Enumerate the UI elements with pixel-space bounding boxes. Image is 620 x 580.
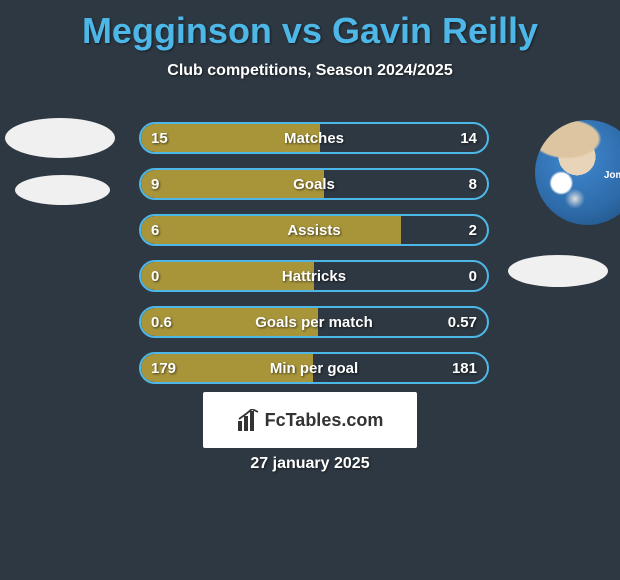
stat-row: 0.60.57Goals per match [139, 306, 489, 338]
page-title: Megginson vs Gavin Reilly [0, 0, 620, 52]
page-subtitle: Club competitions, Season 2024/2025 [0, 62, 620, 80]
stat-label: Goals per match [141, 308, 487, 336]
watermark-text: FcTables.com [265, 410, 384, 431]
stat-label: Matches [141, 124, 487, 152]
stat-label: Min per goal [141, 354, 487, 382]
stat-row: 1514Matches [139, 122, 489, 154]
stat-row: 98Goals [139, 168, 489, 200]
player-right-avatar: Joma [535, 120, 620, 225]
player-left-club-badge-placeholder [15, 175, 110, 205]
stat-label: Goals [141, 170, 487, 198]
date-label: 27 january 2025 [0, 455, 620, 473]
chart-icon [237, 409, 261, 431]
stat-label: Hattricks [141, 262, 487, 290]
shirt-brand-label: Joma [604, 170, 620, 181]
stat-row: 62Assists [139, 214, 489, 246]
watermark: FcTables.com [203, 392, 417, 448]
stat-row: 179181Min per goal [139, 352, 489, 384]
stat-label: Assists [141, 216, 487, 244]
stat-row: 00Hattricks [139, 260, 489, 292]
stat-bars-container: 1514Matches 98Goals 62Assists 00Hattricks 0.… [139, 122, 489, 398]
player-right-club-badge-placeholder [508, 255, 608, 287]
player-left-avatar-placeholder [5, 118, 115, 158]
